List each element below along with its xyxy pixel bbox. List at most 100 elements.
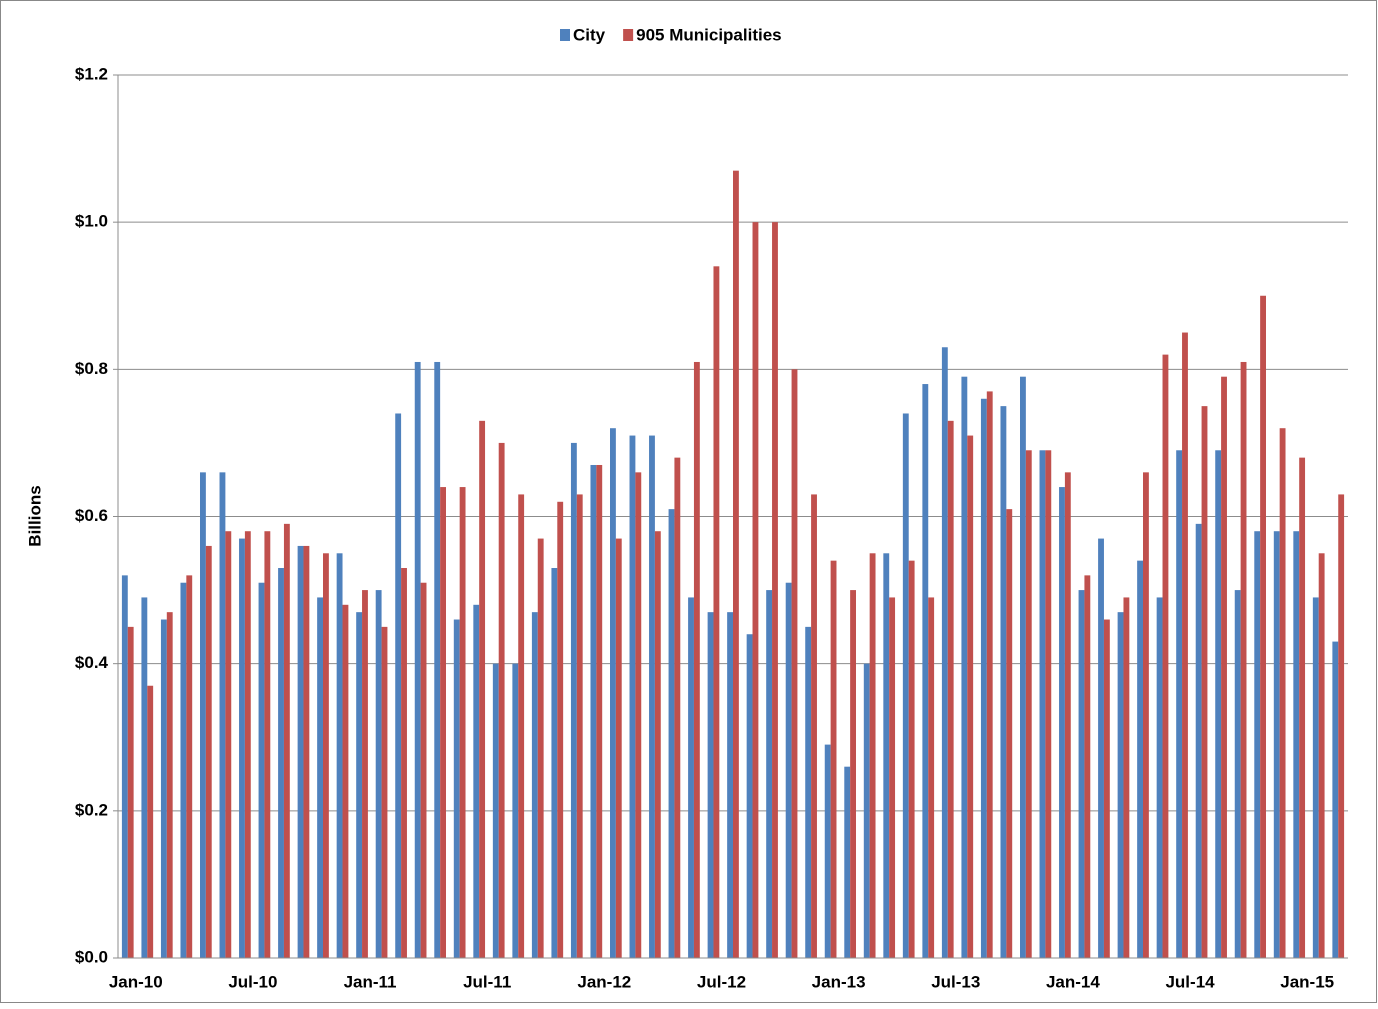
bar	[375, 590, 382, 958]
bar	[127, 626, 134, 958]
bar	[1332, 641, 1339, 958]
bar	[570, 442, 577, 959]
x-tick-label: Jul-14	[1165, 972, 1215, 991]
bar	[674, 457, 681, 958]
bar	[693, 361, 700, 959]
bar	[200, 472, 206, 958]
bar	[830, 560, 837, 958]
bar	[244, 531, 251, 958]
bar	[557, 501, 564, 958]
bar	[772, 222, 778, 958]
x-tick-label: Jan-11	[344, 972, 397, 991]
y-tick-label: $0.0	[75, 947, 108, 966]
x-tick-label: Jan-13	[812, 972, 866, 991]
bar	[869, 553, 876, 958]
legend-swatch	[623, 29, 634, 41]
bar	[863, 663, 870, 958]
bar	[440, 487, 446, 958]
bar	[1020, 376, 1026, 959]
bar	[590, 464, 597, 958]
bar	[531, 612, 538, 958]
bar	[1234, 590, 1241, 958]
bar	[850, 590, 856, 958]
y-tick-label: $0.6	[75, 506, 108, 525]
bar	[336, 553, 343, 958]
bar	[1293, 531, 1300, 958]
bar	[239, 538, 245, 958]
bar	[356, 612, 363, 958]
bar	[166, 612, 173, 958]
bar	[727, 612, 733, 958]
bar	[434, 361, 441, 959]
bar	[902, 413, 909, 958]
bar	[713, 266, 720, 959]
bar	[688, 597, 694, 958]
bar	[121, 575, 128, 958]
bar	[1215, 450, 1222, 958]
bar	[258, 582, 265, 958]
bar	[967, 435, 974, 958]
bar	[1059, 487, 1065, 958]
bar	[961, 376, 968, 959]
bar	[147, 685, 154, 958]
legend-label: 905 Municipalities	[636, 25, 782, 44]
bar	[362, 590, 368, 958]
bar	[141, 597, 148, 958]
bar	[512, 663, 519, 958]
bar	[844, 766, 851, 958]
bar	[1273, 531, 1280, 958]
bar	[160, 619, 167, 958]
bar	[668, 509, 675, 958]
legend-swatch	[560, 29, 570, 41]
bar	[889, 597, 896, 958]
bar	[1195, 523, 1202, 958]
bar	[928, 597, 935, 958]
bar	[1260, 295, 1266, 958]
bar	[733, 170, 739, 959]
bar	[1078, 590, 1085, 958]
bar	[1098, 538, 1104, 958]
x-tick-label: Jul-12	[697, 972, 746, 991]
bar	[303, 545, 310, 958]
bar	[1338, 494, 1345, 958]
bar	[1182, 332, 1188, 959]
bar	[317, 597, 323, 958]
bar	[323, 553, 329, 958]
y-tick-label: $1.0	[75, 212, 108, 231]
y-tick-label: $0.2	[75, 800, 108, 819]
bar	[342, 604, 349, 958]
bar	[479, 420, 486, 958]
bar	[1279, 428, 1286, 958]
bar	[395, 413, 402, 958]
bar	[551, 568, 558, 958]
bar	[824, 744, 831, 958]
bar	[1162, 354, 1169, 958]
y-axis-label: Billions	[25, 485, 44, 546]
bar	[649, 435, 655, 958]
bar	[883, 553, 890, 958]
bar	[1123, 597, 1130, 958]
bar	[654, 531, 661, 958]
bar	[610, 428, 616, 958]
bar	[1000, 406, 1007, 958]
bar	[615, 538, 622, 958]
bar	[225, 531, 232, 958]
bar	[941, 347, 948, 959]
bar	[1039, 450, 1046, 958]
bar	[1156, 597, 1163, 958]
bar	[473, 604, 480, 958]
bar	[401, 568, 407, 958]
bar	[1201, 406, 1208, 958]
bar	[922, 384, 929, 958]
bar	[707, 612, 714, 958]
bar	[219, 472, 226, 958]
bar	[986, 391, 993, 958]
legend-label: City	[573, 25, 606, 44]
bar	[498, 442, 505, 959]
bar	[811, 494, 817, 958]
bar	[791, 369, 798, 958]
bar	[1254, 531, 1261, 958]
bar	[1221, 376, 1227, 959]
x-tick-label: Jan-10	[109, 972, 163, 991]
